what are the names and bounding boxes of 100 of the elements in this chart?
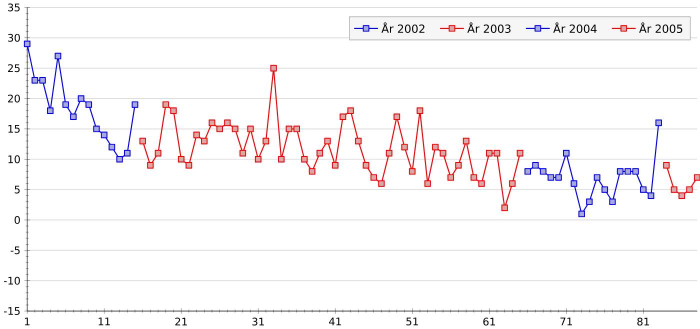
point	[586, 198, 593, 206]
legend-label: År 2005	[639, 22, 682, 33]
x-tick-label: 31	[252, 318, 264, 326]
point	[293, 126, 300, 132]
y-tick-label: 0	[14, 216, 20, 224]
point	[262, 138, 270, 144]
y-tick-label: 35	[8, 3, 20, 12]
point	[378, 180, 385, 187]
x-tick-label: 61	[483, 318, 495, 326]
point	[494, 150, 500, 156]
point	[347, 107, 354, 114]
legend-label: År 2002	[381, 22, 424, 33]
point	[432, 144, 439, 150]
point	[678, 192, 686, 199]
point	[154, 150, 162, 156]
point	[301, 156, 308, 163]
point	[516, 150, 524, 156]
point	[540, 168, 546, 175]
point	[286, 126, 292, 132]
point	[501, 204, 508, 212]
point	[670, 186, 678, 193]
point	[401, 144, 408, 150]
point	[100, 132, 108, 138]
point	[362, 162, 370, 169]
point	[640, 186, 647, 193]
point	[316, 150, 324, 156]
y-tick-label: 10	[8, 155, 20, 164]
point	[416, 107, 424, 114]
point	[332, 162, 339, 169]
y-tick-label: 30	[8, 34, 20, 42]
point	[532, 162, 539, 169]
point	[616, 168, 624, 175]
point	[462, 138, 470, 144]
point	[186, 162, 192, 169]
point	[170, 107, 177, 114]
point	[548, 174, 554, 181]
point	[39, 77, 46, 84]
point	[216, 126, 223, 132]
y-tick-label: 25	[8, 64, 20, 72]
point	[663, 162, 670, 169]
point	[62, 101, 69, 108]
point	[455, 162, 462, 169]
point	[601, 186, 608, 193]
point	[54, 52, 62, 60]
point	[193, 132, 200, 138]
point	[178, 156, 184, 163]
point	[254, 156, 262, 163]
point	[201, 138, 208, 144]
point	[408, 168, 416, 175]
point	[224, 120, 231, 126]
point	[355, 138, 362, 144]
y-tick-label: -5	[10, 246, 20, 254]
y-tick-label: 20	[8, 94, 20, 102]
x-tick-label: 21	[175, 318, 187, 326]
point	[440, 150, 446, 156]
point	[632, 168, 639, 175]
point	[686, 186, 693, 193]
point	[386, 150, 392, 156]
point	[570, 180, 578, 187]
point	[132, 101, 138, 108]
y-tick-label: 5	[14, 186, 20, 194]
legend-label: År 2003	[467, 22, 511, 33]
point	[562, 150, 570, 156]
x-tick-label: 71	[560, 318, 572, 326]
x-tick-label: 1	[24, 318, 30, 326]
point	[308, 168, 316, 175]
point	[78, 95, 84, 102]
point	[324, 138, 331, 144]
x-tick-label: 11	[98, 318, 110, 326]
point	[394, 113, 400, 120]
point	[232, 126, 238, 132]
point	[524, 168, 532, 175]
point	[162, 101, 170, 108]
y-tick-label: -10	[4, 276, 20, 285]
point	[424, 180, 431, 187]
point	[624, 168, 632, 175]
point	[46, 107, 54, 114]
point	[370, 174, 378, 181]
y-tick-label: -15	[4, 307, 20, 315]
point	[340, 113, 346, 120]
point	[85, 101, 92, 108]
point	[208, 120, 216, 126]
x-tick-label: 41	[329, 318, 341, 326]
point	[139, 138, 146, 144]
point	[116, 156, 123, 163]
point	[470, 174, 478, 181]
point	[270, 64, 277, 72]
point	[655, 120, 662, 126]
point	[447, 174, 454, 181]
point	[247, 126, 254, 132]
point	[578, 210, 585, 218]
point	[93, 126, 100, 132]
point	[240, 150, 246, 156]
point	[478, 180, 485, 187]
legend-label: År 2004	[553, 22, 597, 33]
x-tick-label: 81	[637, 318, 649, 326]
point	[147, 162, 154, 169]
point	[486, 150, 493, 156]
x-tick-label: 51	[406, 318, 418, 326]
point	[555, 174, 562, 181]
